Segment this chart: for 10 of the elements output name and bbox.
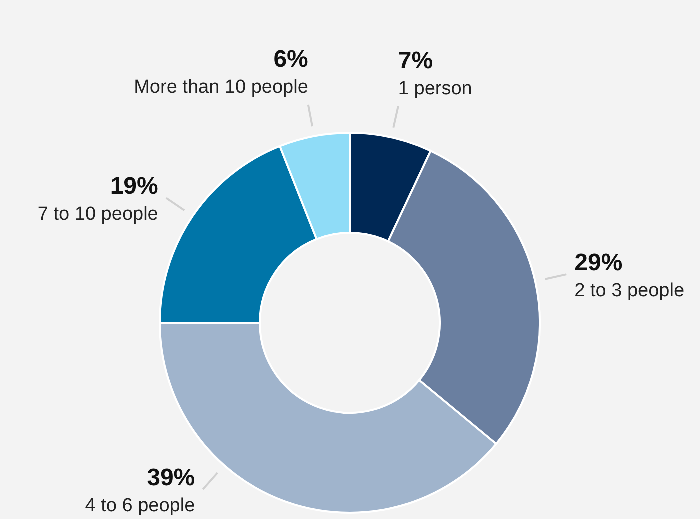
data-label: 19% <box>110 173 158 200</box>
data-label: 6% <box>274 46 308 73</box>
slice-label: 4 to 6 people <box>85 496 196 516</box>
slice-label: 2 to 3 people <box>574 280 685 302</box>
data-label: 29% <box>574 250 623 277</box>
data-label: 39% <box>147 464 196 492</box>
data-label: 7% <box>398 47 434 74</box>
slice-label: 7 to 10 people <box>38 204 158 226</box>
slice-label: More than 10 people <box>134 76 308 98</box>
slice-label: 1 person <box>398 78 472 100</box>
